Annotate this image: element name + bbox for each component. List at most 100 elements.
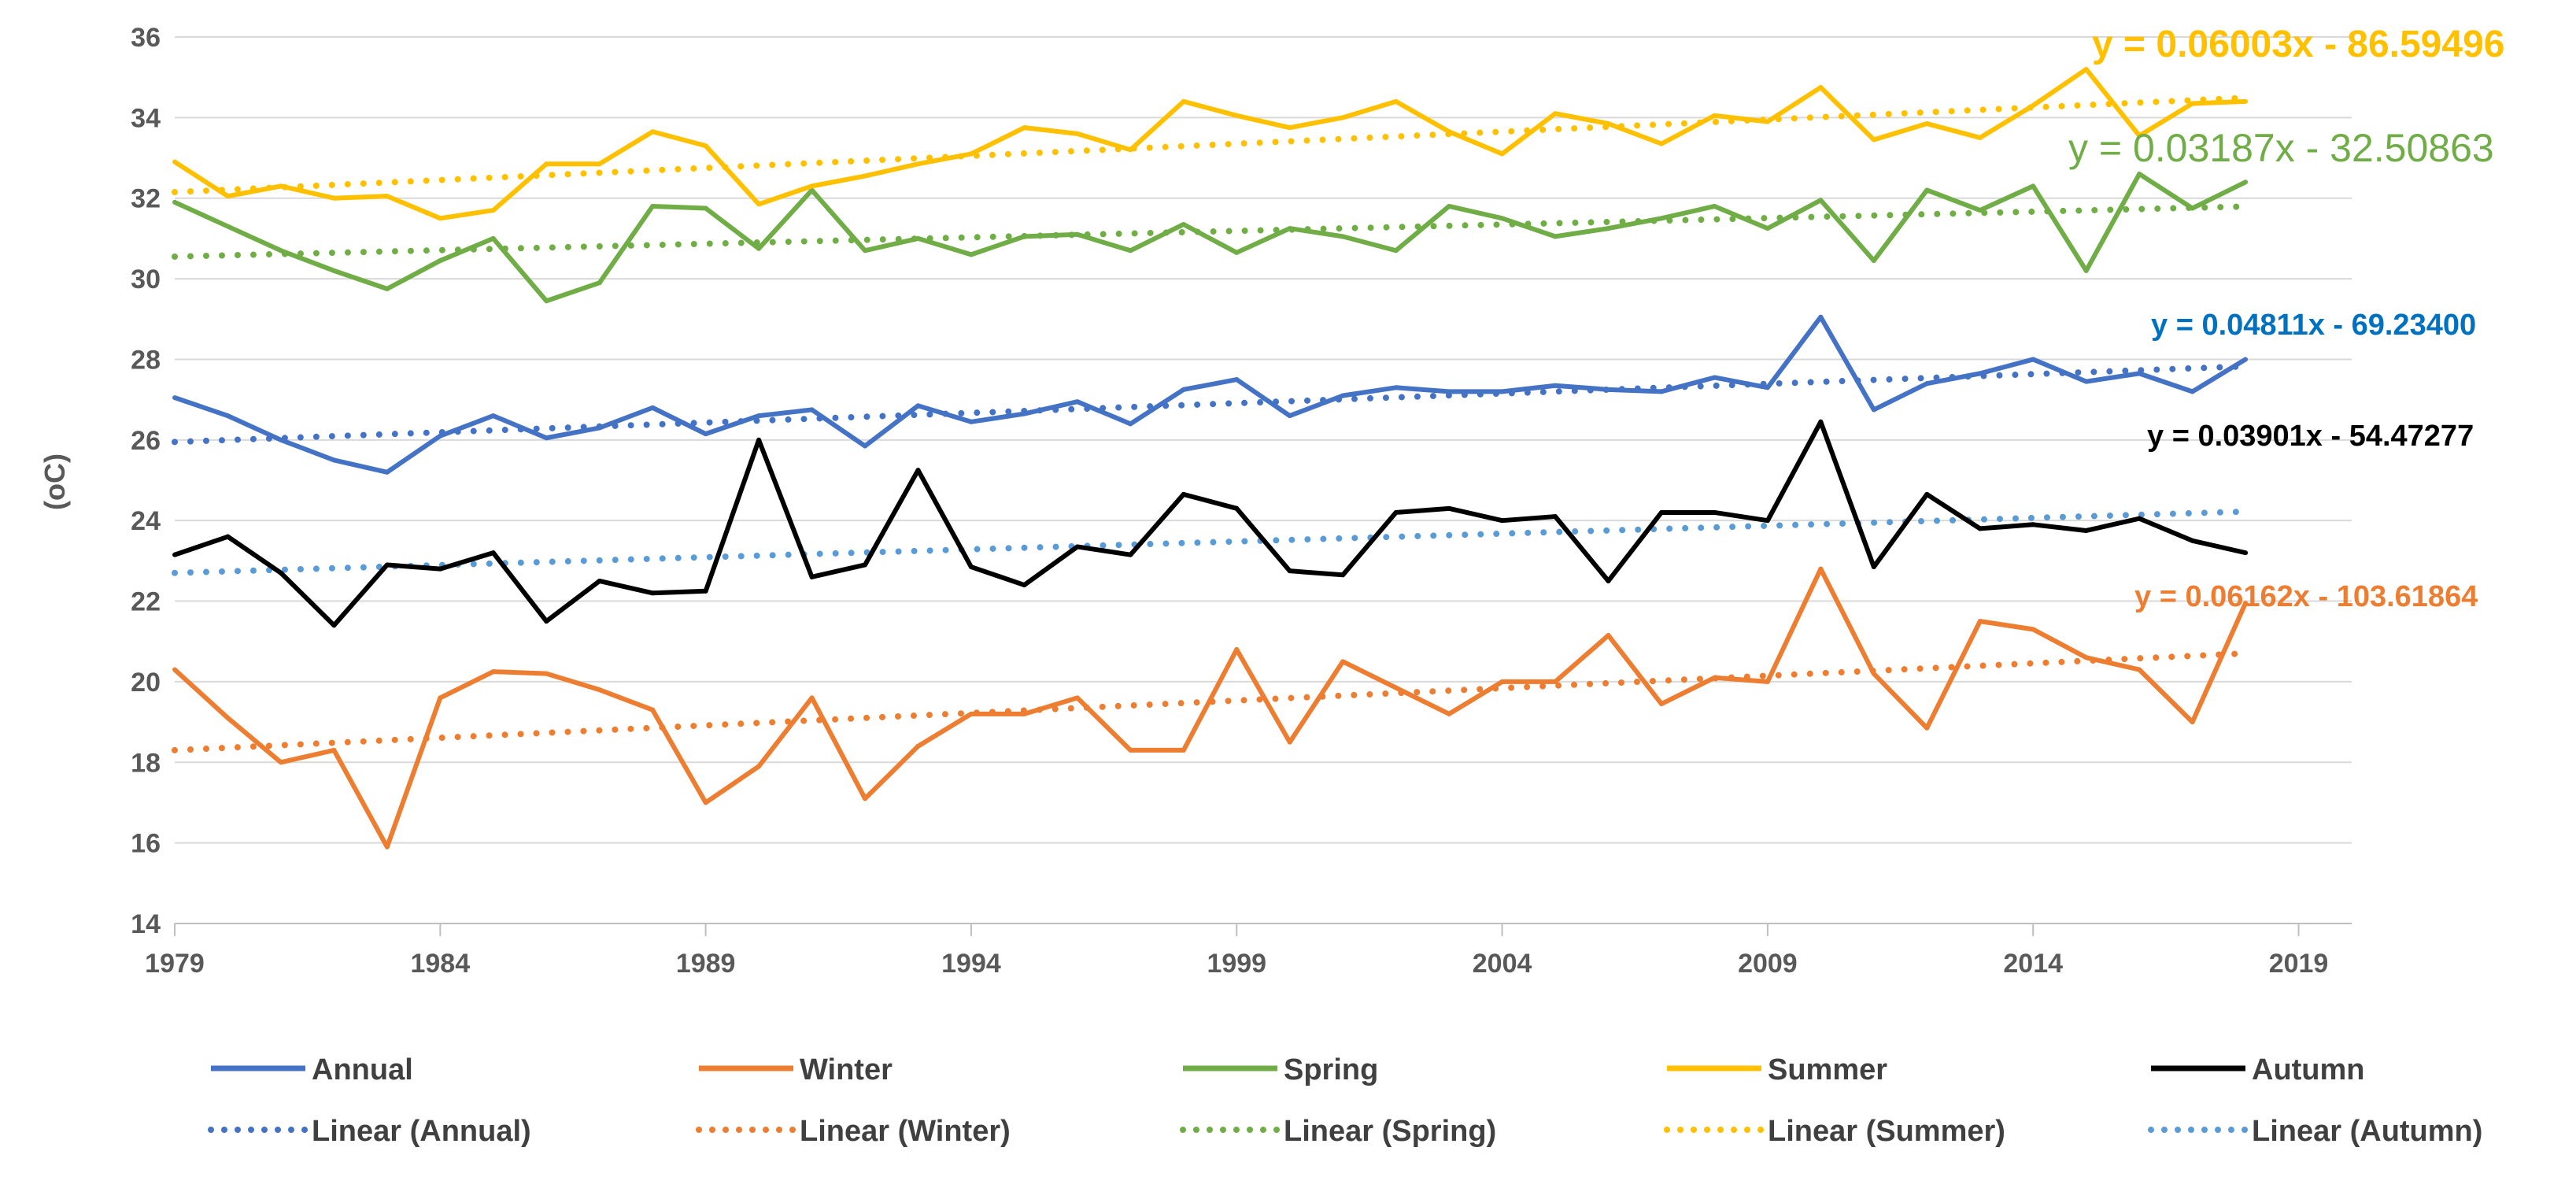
data-point-winter xyxy=(809,695,815,701)
legend-label-summer: Summer xyxy=(1768,1053,1887,1086)
data-point-spring xyxy=(2031,183,2036,189)
data-point-annual xyxy=(703,431,708,437)
y-tick-label: 26 xyxy=(131,426,161,456)
data-point-annual xyxy=(1074,399,1080,405)
data-point-summer xyxy=(1340,115,1346,120)
data-point-autumn xyxy=(650,590,656,596)
data-point-winter xyxy=(915,743,921,749)
equation-summer: y = 0.06003x - 86.59496 xyxy=(2092,24,2504,65)
data-point-autumn xyxy=(331,623,337,628)
data-point-autumn xyxy=(1765,518,1770,524)
data-point-winter xyxy=(1606,633,1611,638)
data-point-annual xyxy=(490,413,496,419)
data-point-spring xyxy=(1977,208,1983,213)
data-point-annual xyxy=(1658,389,1664,394)
y-tick-label: 28 xyxy=(131,345,161,375)
data-point-spring xyxy=(1712,203,1717,209)
series-line-annual xyxy=(174,314,2247,475)
data-point-autumn xyxy=(1658,509,1664,515)
x-tick-label: 2014 xyxy=(2003,949,2063,979)
data-point-summer xyxy=(438,216,443,221)
data-point-annual xyxy=(544,435,549,441)
equation-autumn: y = 0.03901x - 54.47277 xyxy=(2147,420,2474,453)
x-tick-label: 1994 xyxy=(941,949,1001,979)
data-point-autumn xyxy=(490,550,496,556)
data-point-summer xyxy=(1765,119,1770,124)
data-point-annual xyxy=(1181,387,1186,392)
y-tick-label: 32 xyxy=(131,184,161,214)
data-point-autumn xyxy=(1022,583,1027,588)
data-point-autumn xyxy=(863,562,868,568)
data-point-spring xyxy=(278,248,283,254)
data-point-summer xyxy=(1818,84,1824,90)
data-point-summer xyxy=(1658,141,1664,146)
data-point-autumn xyxy=(384,562,390,568)
data-point-winter xyxy=(331,747,337,753)
data-point-annual xyxy=(1393,385,1399,390)
data-point-autumn xyxy=(703,588,708,594)
data-point-summer xyxy=(1977,135,1983,140)
data-point-summer xyxy=(1871,137,1876,142)
x-axis-ticks: 1979 1984 1989 1994 1999 2004 2009 2014 2019 xyxy=(145,923,2328,979)
data-point-spring xyxy=(1447,203,1452,209)
data-point-annual xyxy=(1128,421,1133,427)
data-point-summer xyxy=(2137,133,2142,139)
data-point-summer xyxy=(1287,125,1292,131)
data-point-spring xyxy=(490,235,496,241)
data-point-winter xyxy=(1765,679,1770,684)
data-point-winter xyxy=(278,760,283,765)
data-point-winter xyxy=(2031,627,2036,632)
data-point-spring xyxy=(2137,172,2142,177)
data-point-winter xyxy=(703,800,708,805)
series-lines xyxy=(172,66,2249,849)
data-point-spring xyxy=(756,246,762,251)
data-point-autumn xyxy=(2137,516,2142,521)
data-point-annual xyxy=(2083,379,2089,384)
data-point-winter xyxy=(1712,675,1717,680)
data-point-winter xyxy=(756,764,762,769)
data-point-summer xyxy=(650,129,656,135)
y-tick-label: 34 xyxy=(131,103,161,133)
data-point-winter xyxy=(1181,747,1186,753)
legend-label-linear-autumn: Linear (Autumn) xyxy=(2252,1115,2482,1148)
data-point-annual xyxy=(2243,357,2249,362)
data-point-autumn xyxy=(1128,552,1133,557)
data-point-autumn xyxy=(1287,568,1292,574)
data-point-autumn xyxy=(1499,518,1505,524)
data-point-summer xyxy=(756,202,762,207)
x-tick-label: 1989 xyxy=(676,949,736,979)
data-point-spring xyxy=(1022,234,1027,239)
data-point-autumn xyxy=(1553,514,1558,520)
y-tick-label: 18 xyxy=(131,748,161,778)
data-point-summer xyxy=(2190,101,2195,106)
data-point-spring xyxy=(1553,234,1558,239)
data-point-annual xyxy=(172,395,177,401)
legend: Annual Winter Spring Summer Autumn Linear (An… xyxy=(208,1053,2482,1148)
data-point-annual xyxy=(650,405,656,410)
y-tick-label: 16 xyxy=(131,829,161,859)
data-point-summer xyxy=(968,151,974,157)
data-point-spring xyxy=(1658,216,1664,221)
trendline-linear-spring xyxy=(172,203,2249,260)
data-point-annual xyxy=(597,425,602,431)
data-point-annual xyxy=(1606,387,1611,392)
data-point-winter xyxy=(438,695,443,701)
data-point-autumn xyxy=(968,564,974,570)
data-point-summer xyxy=(1606,121,1611,127)
data-point-summer xyxy=(597,161,602,167)
data-point-autumn xyxy=(915,468,921,473)
data-point-winter xyxy=(2137,667,2142,672)
data-point-summer xyxy=(1181,98,1186,104)
data-point-autumn xyxy=(2083,527,2089,533)
data-point-spring xyxy=(331,268,337,273)
data-point-winter xyxy=(490,669,496,675)
legend-label-linear-winter: Linear (Winter) xyxy=(800,1115,1011,1148)
data-point-autumn xyxy=(438,566,443,572)
data-point-winter xyxy=(1553,679,1558,684)
data-point-spring xyxy=(1074,231,1080,237)
legend-label-linear-summer: Linear (Summer) xyxy=(1768,1115,2005,1148)
data-point-autumn xyxy=(1924,491,1930,497)
data-point-annual xyxy=(1022,411,1027,416)
data-point-spring xyxy=(1287,226,1292,231)
x-tick-label: 2019 xyxy=(2269,949,2329,979)
